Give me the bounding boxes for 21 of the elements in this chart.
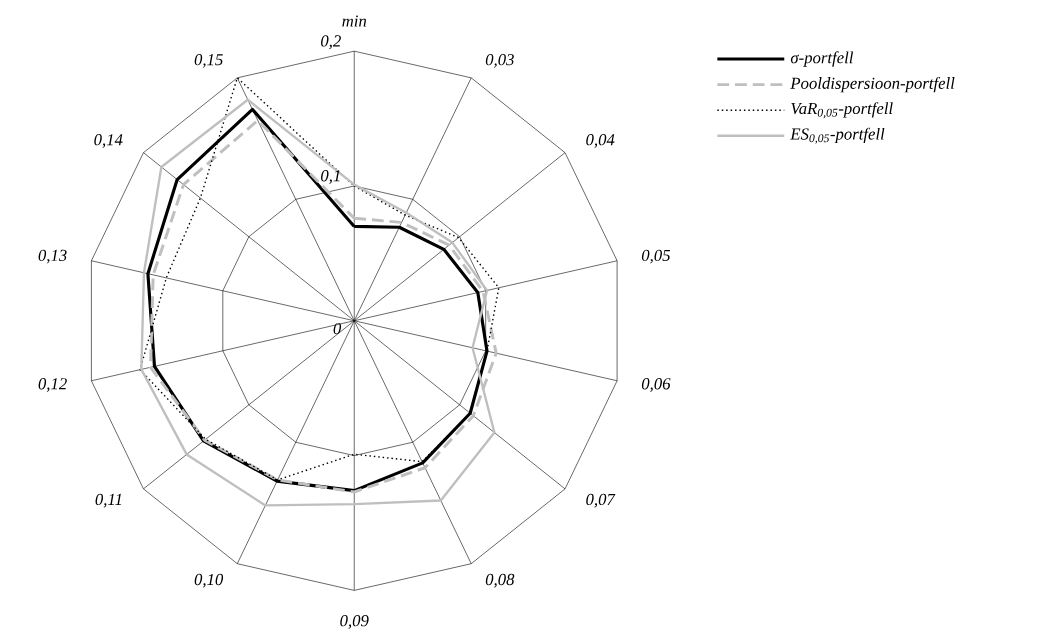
spoke-label: 0,09	[340, 615, 369, 629]
legend-label: σ-portfell	[790, 51, 854, 67]
spoke-label: 0,07	[586, 494, 616, 508]
y-tick-label: 0,1	[321, 170, 340, 185]
spoke-label: 0,03	[485, 54, 514, 68]
y-tick-label: 0,2	[321, 35, 341, 50]
spoke-label: 0,04	[586, 134, 615, 148]
spoke-label: 0,08	[485, 574, 515, 588]
legend-label: VaR$_{0,05}$-portfell	[791, 102, 893, 119]
spoke-label: 0,10	[194, 574, 224, 588]
spoke-label: 0,15	[194, 54, 223, 68]
spoke-label: 0,14	[94, 134, 123, 148]
legend-label: Pooldispersioon-portfell	[790, 77, 955, 93]
legend-label: ES$_{0,05}$-portfell	[790, 127, 885, 145]
spoke-label: 0,11	[95, 494, 122, 508]
spoke-label: 0,06	[641, 378, 671, 393]
spoke-label: min	[342, 15, 367, 27]
y-tick-label: 0	[333, 323, 342, 335]
spoke-label: 0,05	[641, 249, 671, 264]
spoke-label: 0,12	[38, 378, 67, 393]
spoke-label: 0,13	[38, 249, 67, 264]
